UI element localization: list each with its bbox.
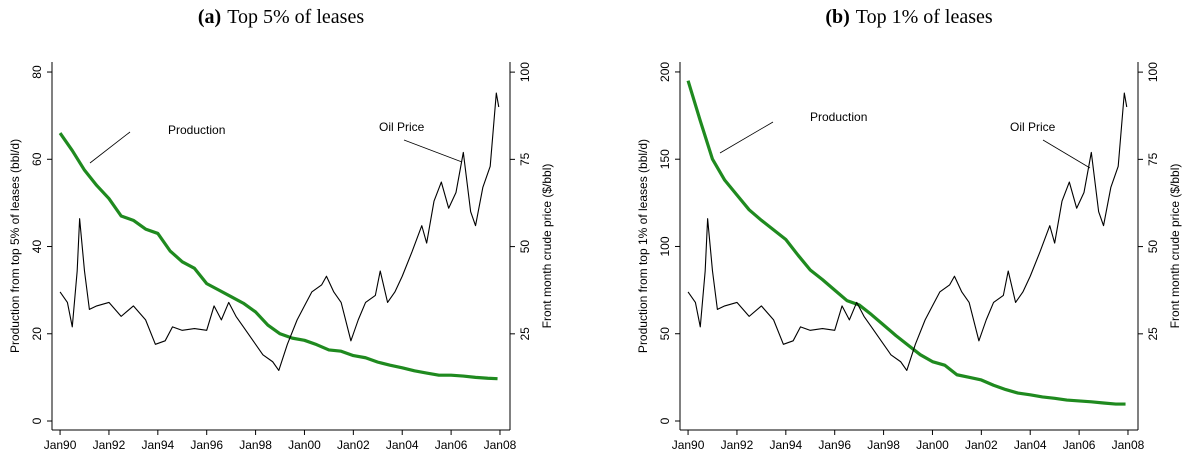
- y-tick-label: 100: [658, 236, 672, 256]
- x-tick-label: Jan08: [1112, 438, 1145, 452]
- y-tick-label: 0: [30, 417, 44, 424]
- panel: (a) Top 5% of leases 0 20 40 60 80 25 50 75 100 Jan…: [8, 6, 554, 453]
- y2-axis-label: Front month crude price ($/bbl): [540, 164, 554, 329]
- x-tick-label: Jan96: [818, 438, 851, 452]
- y2-tick-label: 75: [518, 152, 532, 166]
- series-line: [58, 132, 498, 381]
- x-tick-label: Jan92: [93, 438, 126, 452]
- panel-title: (b) Top 1% of leases: [825, 6, 993, 28]
- y-axis-label: Production from top 5% of leases (bbl/d): [8, 139, 22, 353]
- x-tick-label: Jan90: [44, 438, 77, 452]
- x-tick-label: Jan00: [288, 438, 321, 452]
- y-tick-label: 50: [658, 327, 672, 341]
- x-tick-label: Jan06: [1063, 438, 1096, 452]
- y-tick-label: 80: [30, 65, 44, 79]
- panel: (b) Top 1% of leases 0 50 100 150 200 25 50 75 100…: [636, 6, 1182, 453]
- y-axis-label: Production from top 1% of leases (bbl/d): [636, 139, 650, 353]
- x-tick-label: Jan02: [965, 438, 998, 452]
- y2-tick-label: 50: [1146, 240, 1160, 254]
- annotation: Oil Price: [1010, 120, 1056, 134]
- y2-tick-label: 25: [518, 327, 532, 341]
- x-tick-label: Jan02: [337, 438, 370, 452]
- y-tick-label: 0: [658, 417, 672, 424]
- x-tick-label: Jan04: [1014, 438, 1047, 452]
- x-tick-label: Jan90: [672, 438, 705, 452]
- series-line: [59, 92, 500, 372]
- annotation-leader: [403, 139, 463, 163]
- annotation-leader: [1042, 139, 1091, 169]
- x-tick-label: Jan98: [239, 438, 272, 452]
- x-tick-label: Jan08: [484, 438, 517, 452]
- x-tick-label: Jan98: [867, 438, 900, 452]
- y2-axis-label: Front month crude price ($/bbl): [1168, 164, 1182, 329]
- x-tick-label: Jan94: [769, 438, 802, 452]
- y2-tick-label: 25: [1146, 327, 1160, 341]
- x-tick-label: Jan94: [141, 438, 174, 452]
- y2-tick-label: 50: [518, 240, 532, 254]
- panel-title-text: Top 1% of leases: [856, 6, 993, 28]
- panel-label: (b): [825, 6, 849, 28]
- y2-tick-label: 100: [518, 62, 532, 82]
- x-tick-label: Jan04: [386, 438, 419, 452]
- annotation-leader: [89, 131, 131, 164]
- annotation-leader: [719, 121, 774, 154]
- annotation: Production: [810, 110, 867, 124]
- annotation: Oil Price: [379, 120, 425, 134]
- y-tick-label: 150: [658, 149, 672, 169]
- y2-tick-label: 75: [1146, 152, 1160, 166]
- x-tick-label: Jan00: [916, 438, 949, 452]
- panel-title: (a) Top 5% of leases: [198, 6, 364, 28]
- x-tick-label: Jan06: [435, 438, 468, 452]
- y-tick-label: 20: [30, 327, 44, 341]
- series-line: [687, 92, 1128, 372]
- y2-tick-label: 100: [1146, 62, 1160, 82]
- annotation: Production: [168, 123, 225, 137]
- y-tick-label: 60: [30, 152, 44, 166]
- y-tick-label: 200: [658, 62, 672, 82]
- x-tick-label: Jan96: [190, 438, 223, 452]
- panel-label: (a): [198, 6, 221, 28]
- x-tick-label: Jan92: [721, 438, 754, 452]
- series-line: [686, 80, 1126, 406]
- panel-title-text: Top 5% of leases: [227, 6, 364, 28]
- y-tick-label: 40: [30, 240, 44, 254]
